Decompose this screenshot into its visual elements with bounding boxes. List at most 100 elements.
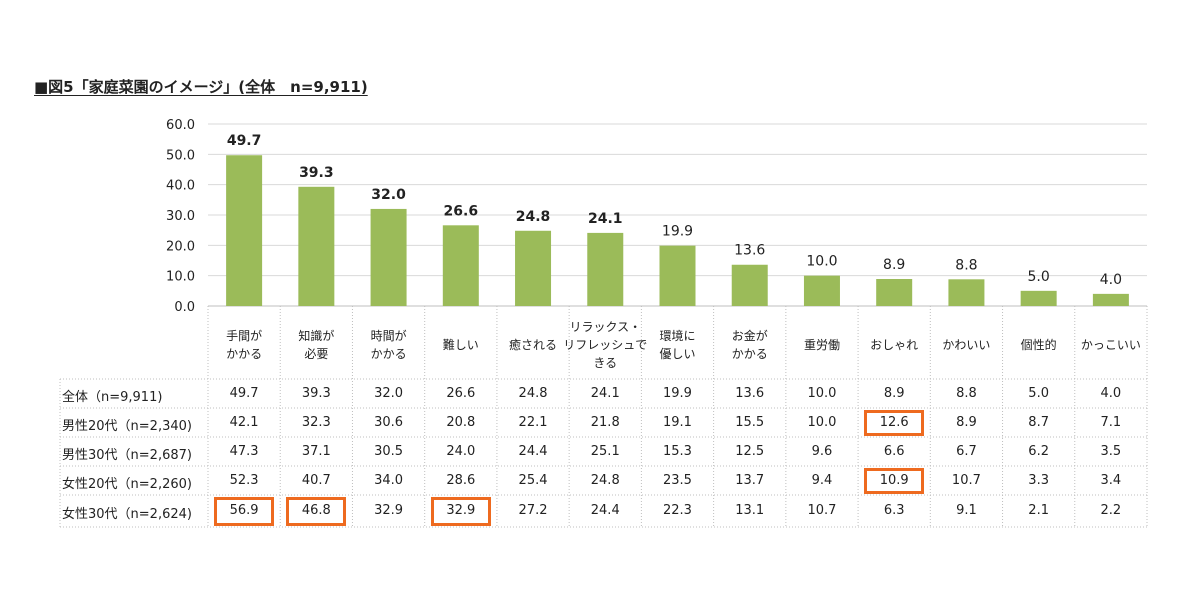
bar-value-label: 39.3 bbox=[299, 165, 334, 181]
table-cell: 2.2 bbox=[1100, 503, 1122, 518]
table-cell: 22.1 bbox=[518, 414, 548, 430]
table-cell: 12.6 bbox=[879, 414, 909, 430]
bar bbox=[731, 264, 768, 306]
table-cell: 10.0 bbox=[807, 414, 837, 430]
table-cell: 3.5 bbox=[1100, 443, 1122, 459]
table-cell: 13.6 bbox=[735, 385, 765, 401]
table-cell: 30.5 bbox=[374, 443, 404, 459]
bar-value-label: 8.8 bbox=[955, 257, 977, 273]
table-cell: 2.1 bbox=[1028, 503, 1049, 518]
table-cell: 8.7 bbox=[1028, 414, 1049, 430]
category-label: かかる bbox=[226, 347, 262, 361]
table-cell: 9.1 bbox=[956, 503, 977, 518]
table-cell: 13.1 bbox=[735, 503, 765, 518]
highlight-box bbox=[286, 497, 347, 526]
category-label: 必要 bbox=[304, 347, 328, 361]
table-cell: 32.3 bbox=[301, 414, 331, 430]
y-tick-label: 0.0 bbox=[174, 300, 195, 315]
bar-value-label: 24.1 bbox=[588, 211, 623, 227]
table-cell: 5.0 bbox=[1028, 385, 1049, 401]
table-cell: 37.1 bbox=[301, 443, 331, 459]
table-cell: 24.0 bbox=[446, 443, 476, 459]
table-cell: 30.6 bbox=[374, 414, 404, 430]
category-label: かかる bbox=[371, 347, 407, 361]
category-label: 環境に bbox=[659, 328, 695, 343]
category-label: 知識が bbox=[298, 328, 334, 343]
table-cell: 26.6 bbox=[446, 385, 476, 401]
table-cell: 3.3 bbox=[1028, 472, 1049, 488]
table-cell: 9.4 bbox=[811, 472, 833, 488]
table-cell: 19.9 bbox=[663, 385, 692, 401]
table-cell: 32.0 bbox=[374, 385, 404, 401]
table-cell: 34.0 bbox=[374, 472, 404, 488]
table-cell: 12.5 bbox=[735, 443, 765, 459]
table-cell: 46.8 bbox=[301, 503, 331, 518]
bar-value-label: 26.6 bbox=[444, 203, 479, 219]
table-cell: 21.8 bbox=[590, 414, 620, 430]
table-cell: 56.9 bbox=[229, 503, 259, 518]
category-label: かかる bbox=[732, 347, 768, 361]
table-row-label: 男性30代（n=2,687) bbox=[62, 447, 192, 463]
table-cell: 24.8 bbox=[590, 472, 620, 488]
category-label: お金が bbox=[732, 328, 768, 343]
table-cell: 10.7 bbox=[951, 472, 981, 488]
table-cell: 8.9 bbox=[883, 385, 905, 401]
bar bbox=[803, 275, 840, 306]
bar bbox=[1020, 290, 1057, 306]
bar-value-label: 10.0 bbox=[806, 254, 837, 270]
highlight-box bbox=[864, 468, 925, 494]
table-cell: 6.7 bbox=[956, 443, 977, 459]
category-label: おしゃれ bbox=[870, 338, 918, 352]
bar bbox=[587, 232, 624, 306]
table-cell: 8.9 bbox=[956, 414, 977, 430]
bar-value-label: 19.9 bbox=[662, 224, 693, 240]
table-cell: 7.1 bbox=[1100, 414, 1122, 430]
table-cell: 3.4 bbox=[1100, 472, 1122, 488]
highlight-box bbox=[864, 410, 925, 436]
y-tick-label: 50.0 bbox=[166, 148, 195, 163]
table-cell: 4.0 bbox=[1100, 385, 1122, 401]
table-row-label: 男性20代（n=2,340) bbox=[62, 418, 192, 434]
highlight-box bbox=[430, 497, 491, 526]
table-cell: 39.3 bbox=[301, 385, 331, 401]
bar bbox=[948, 279, 985, 306]
category-label: リフレッシュで bbox=[563, 338, 647, 352]
table-cell: 28.6 bbox=[446, 472, 476, 488]
table-cell: 32.9 bbox=[446, 503, 476, 518]
table-cell: 23.5 bbox=[663, 472, 692, 488]
category-label: かっこいい bbox=[1081, 338, 1141, 352]
category-label: 癒される bbox=[509, 337, 557, 352]
table-cell: 24.4 bbox=[518, 443, 548, 459]
y-tick-label: 10.0 bbox=[166, 270, 195, 285]
category-label: 個性的 bbox=[1021, 337, 1057, 352]
y-tick-label: 40.0 bbox=[166, 179, 195, 194]
chart-title: ■図5「家庭菜園のイメージ」(全体 n=9,911) bbox=[34, 78, 368, 96]
category-label: 時間が bbox=[371, 328, 407, 343]
table-cell: 10.9 bbox=[879, 472, 909, 488]
bar bbox=[226, 155, 263, 306]
table-cell: 10.0 bbox=[807, 385, 837, 401]
table-cell: 6.2 bbox=[1028, 443, 1049, 459]
category-label: 優しい bbox=[659, 347, 695, 361]
category-label: 重労働 bbox=[804, 338, 840, 352]
bar bbox=[370, 208, 407, 306]
table-cell: 52.3 bbox=[229, 472, 259, 488]
table-cell: 6.6 bbox=[883, 443, 905, 459]
bar bbox=[298, 186, 335, 306]
table-cell: 40.7 bbox=[301, 472, 331, 488]
table-cell: 24.4 bbox=[590, 503, 620, 518]
bar-value-label: 24.8 bbox=[516, 209, 551, 225]
category-label: 手間が bbox=[226, 328, 262, 343]
table-cell: 25.1 bbox=[590, 443, 620, 459]
category-label: かわいい bbox=[942, 338, 990, 352]
table-cell: 20.8 bbox=[446, 414, 476, 430]
table-cell: 32.9 bbox=[374, 503, 404, 518]
bar bbox=[1092, 293, 1129, 306]
y-tick-label: 30.0 bbox=[166, 209, 195, 224]
table-cell: 8.8 bbox=[956, 385, 977, 401]
bar-value-label: 4.0 bbox=[1100, 272, 1122, 288]
bar bbox=[659, 245, 696, 306]
table-cell: 27.2 bbox=[518, 503, 548, 518]
table-cell: 19.1 bbox=[663, 414, 692, 430]
bar bbox=[515, 230, 552, 306]
